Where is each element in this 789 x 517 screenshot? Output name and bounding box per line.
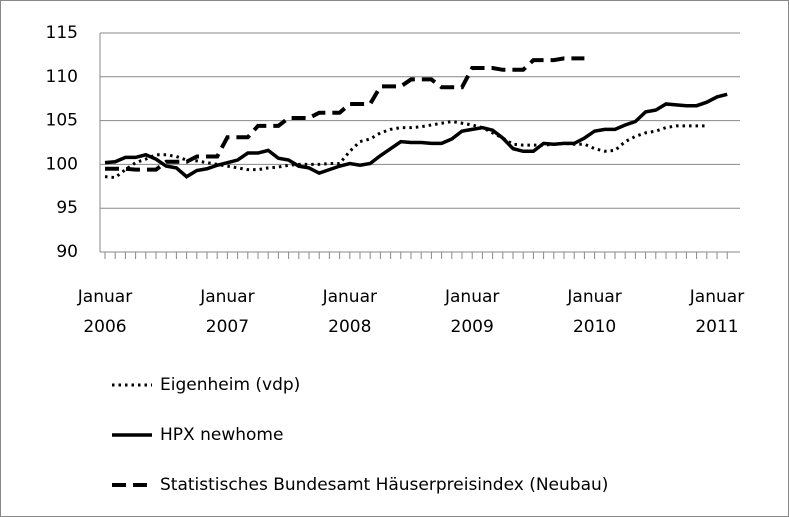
series-line (105, 56, 585, 172)
x-tick-label: Januar 2009 (444, 287, 500, 337)
legend-label: Eigenheim (vdp) (160, 375, 300, 395)
x-tick-label: Januar 2010 (567, 287, 622, 337)
x-tick-label: Januar 2007 (200, 287, 255, 337)
x-tick-label: Januar 2006 (77, 287, 133, 337)
y-tick-label: 115 (46, 23, 78, 43)
y-tick-label: 105 (46, 111, 78, 131)
y-tick-label: 90 (56, 242, 78, 262)
series-line (104, 92, 728, 179)
x-tick-label: Januar 2011 (689, 287, 745, 337)
legend-label: Statistisches Bundesamt Häuserpreisindex… (160, 475, 608, 495)
x-tick-label: Januar 2008 (322, 287, 377, 337)
series-line (104, 119, 707, 180)
y-tick-label: 100 (46, 154, 78, 174)
legend-label: HPX newhome (160, 425, 283, 445)
y-tick-label: 95 (56, 198, 78, 218)
y-tick-label: 110 (46, 67, 78, 87)
